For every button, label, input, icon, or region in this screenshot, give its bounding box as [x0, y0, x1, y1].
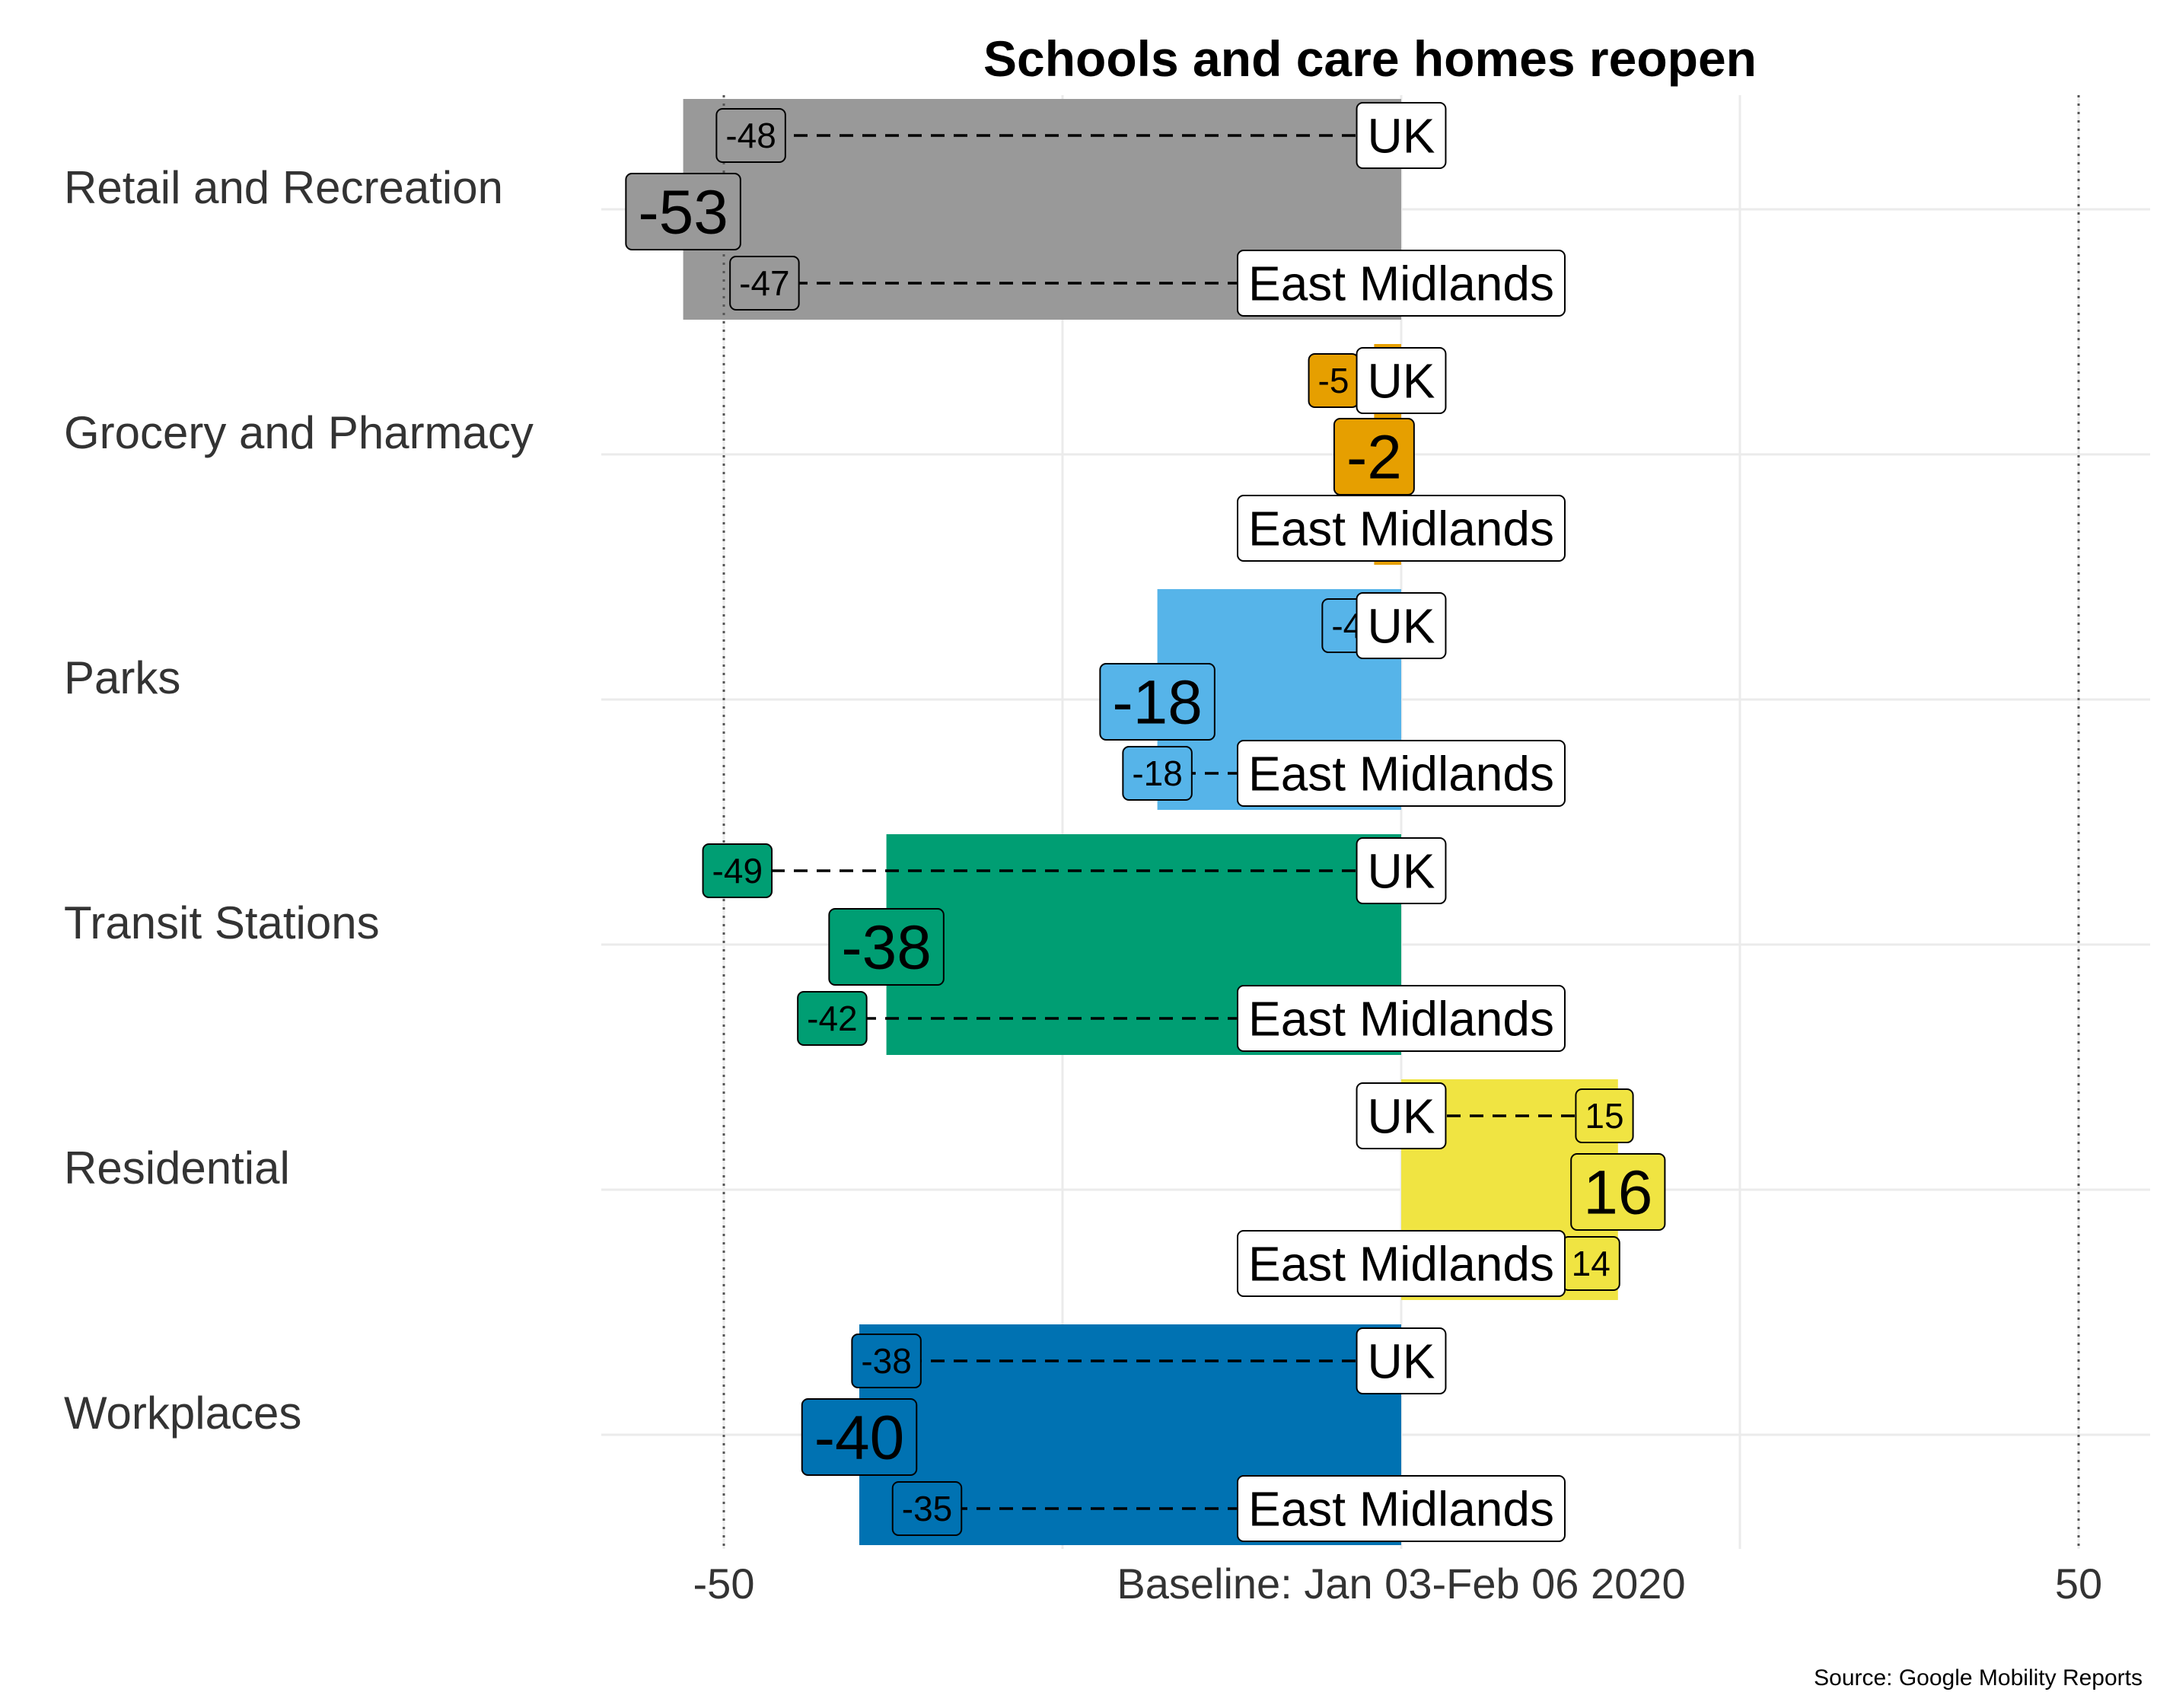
- uk-value-tag: -49: [702, 843, 773, 898]
- region-value-tag: -18: [1122, 746, 1193, 801]
- category-label: Retail and Recreation: [64, 162, 503, 213]
- uk-value-tag: 15: [1575, 1088, 1634, 1143]
- region-value-tag: 14: [1561, 1236, 1620, 1291]
- region-name-box-box: [1237, 1475, 1566, 1542]
- uk-value-tag-text: -38: [861, 1341, 911, 1381]
- uk-value-tag: -48: [715, 108, 786, 163]
- x-tick-label: -50: [693, 1560, 755, 1608]
- bar-value-label-text: -40: [814, 1404, 905, 1473]
- region-value-tag-box: [797, 991, 868, 1046]
- uk-name-box: UK: [1356, 592, 1447, 659]
- region-name-box-box: [1237, 495, 1566, 562]
- uk-value-tag-box: [715, 108, 786, 163]
- uk-value-tag-box: [1575, 1088, 1634, 1143]
- region-value-tag-text: -47: [739, 263, 789, 303]
- region-name-box-text: East Midlands: [1248, 1481, 1554, 1536]
- uk-name-box-box: [1356, 347, 1447, 414]
- uk-name-box-box: [1356, 102, 1447, 169]
- uk-name-box: UK: [1356, 1082, 1447, 1149]
- region-value-tag-text: 14: [1572, 1244, 1611, 1283]
- uk-name-box-text: UK: [1368, 108, 1435, 163]
- region-name-box: East Midlands: [1237, 1230, 1566, 1297]
- bar-value-label-text: -53: [638, 178, 728, 247]
- uk-value-tag-text: -48: [725, 116, 776, 155]
- uk-value-tag: -38: [851, 1334, 922, 1388]
- bar-value-label-box: [1570, 1153, 1666, 1231]
- bar-value-label-box: [828, 908, 945, 986]
- uk-name-box-box: [1356, 1327, 1447, 1394]
- uk-value-tag-box: [702, 843, 773, 898]
- region-name-box-text: East Midlands: [1248, 501, 1554, 556]
- uk-value-tag-text: -5: [1318, 361, 1349, 400]
- bar-value-label: 16: [1570, 1153, 1666, 1231]
- region-name-box: East Midlands: [1237, 250, 1566, 317]
- region-value-tag-text: -42: [807, 999, 857, 1038]
- category-label: Residential: [64, 1142, 290, 1193]
- uk-name-box: UK: [1356, 837, 1447, 904]
- region-name-box-text: East Midlands: [1248, 991, 1554, 1046]
- region-value-tag-box: [729, 256, 800, 311]
- category-label: Transit Stations: [64, 897, 380, 948]
- region-value-tag: -35: [891, 1481, 963, 1536]
- region-name-box-box: [1237, 985, 1566, 1052]
- x-tick-label: Baseline: Jan 03-Feb 06 2020: [1117, 1560, 1685, 1608]
- bar-value-label: -53: [625, 173, 741, 250]
- uk-name-box-box: [1356, 1082, 1447, 1149]
- bar-value-label-box: [1099, 663, 1216, 741]
- bar-value-label-text: -18: [1112, 668, 1203, 738]
- bar-value-label: -2: [1333, 418, 1415, 496]
- bar-value-label-text: -38: [841, 913, 932, 983]
- uk-name-box-text: UK: [1368, 843, 1435, 898]
- region-name-box: East Midlands: [1237, 985, 1566, 1052]
- region-value-tag: -47: [729, 256, 800, 311]
- uk-value-tag-text: -49: [712, 851, 763, 891]
- uk-name-box-box: [1356, 592, 1447, 659]
- uk-value-tag: -5: [1308, 353, 1359, 408]
- region-value-tag-text: -35: [902, 1489, 952, 1528]
- x-axis-ticks: -50 Baseline: Jan 03-Feb 06 2020 50: [693, 1560, 2103, 1608]
- region-value-tag-box: [891, 1481, 963, 1536]
- uk-name-box-text: UK: [1368, 598, 1435, 653]
- region-value-tag-box: [1122, 746, 1193, 801]
- region-value-tag-text: -18: [1132, 754, 1182, 793]
- bar-value-label-box: [801, 1398, 918, 1476]
- bar-value-label-text: 16: [1583, 1158, 1652, 1228]
- uk-name-box-text: UK: [1368, 1334, 1435, 1388]
- region-name-box-text: East Midlands: [1248, 256, 1554, 311]
- region-name-box: East Midlands: [1237, 1475, 1566, 1542]
- uk-name-box-text: UK: [1368, 353, 1435, 408]
- category-label: Parks: [64, 652, 180, 703]
- region-name-box-box: [1237, 740, 1566, 807]
- uk-name-box: UK: [1356, 1327, 1447, 1394]
- region-name-box: East Midlands: [1237, 740, 1566, 807]
- region-name-box-box: [1237, 1230, 1566, 1297]
- bar-value-label: -40: [801, 1398, 918, 1476]
- region-name-box-box: [1237, 250, 1566, 317]
- category-labels: Retail and Recreation Grocery and Pharmac…: [64, 162, 534, 1439]
- region-name-box-text: East Midlands: [1248, 746, 1554, 801]
- category-label: Grocery and Pharmacy: [64, 407, 534, 458]
- chart-title: Schools and care homes reopen: [983, 30, 1757, 87]
- uk-name-box: UK: [1356, 347, 1447, 414]
- bar-value-label: -18: [1099, 663, 1216, 741]
- bar-value-label-box: [625, 173, 741, 250]
- x-tick-label: 50: [2055, 1560, 2102, 1608]
- region-name-box: East Midlands: [1237, 495, 1566, 562]
- uk-name-box-box: [1356, 837, 1447, 904]
- uk-name-box: UK: [1356, 102, 1447, 169]
- uk-value-tag-box: [851, 1334, 922, 1388]
- region-name-box-text: East Midlands: [1248, 1236, 1554, 1291]
- category-label: Workplaces: [64, 1388, 301, 1439]
- uk-name-box-text: UK: [1368, 1088, 1435, 1143]
- chart-caption: Source: Google Mobility Reports: [1814, 1665, 2143, 1690]
- labels-layer: -48-47-5-2-4-18-49-421514-38-35-53-2-18-…: [625, 102, 1666, 1542]
- uk-value-tag-text: 15: [1585, 1096, 1623, 1136]
- region-value-tag: -42: [797, 991, 868, 1046]
- bar-value-label: -38: [828, 908, 945, 986]
- bar-value-label-text: -2: [1346, 423, 1402, 492]
